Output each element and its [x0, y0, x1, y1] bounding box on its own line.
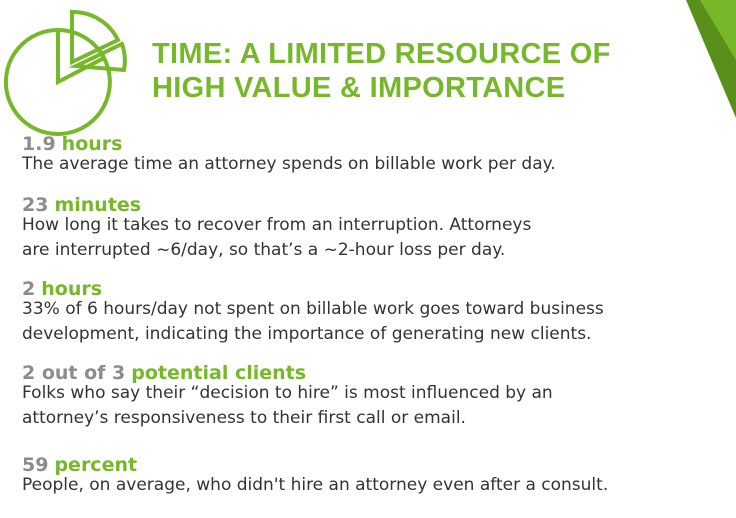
unit: percent — [54, 454, 138, 476]
description: How long it takes to recover from an int… — [22, 215, 532, 235]
item-heading: 1.9 hours — [22, 133, 122, 155]
figure: 59 — [22, 454, 49, 476]
unit: hours — [61, 133, 123, 155]
figure: 1.9 — [22, 133, 56, 155]
item-heading: 59 percent — [22, 454, 137, 476]
figure: 23 — [22, 194, 49, 216]
title-line: TIME: A LIMITED RESOURCE OF — [152, 38, 611, 70]
item-heading: 2 out of 3 potential clients — [22, 362, 306, 384]
unit: hours — [41, 278, 103, 300]
figure: 2 out of 3 — [22, 362, 126, 384]
unit: potential clients — [131, 362, 307, 384]
corner-triangle-light — [700, 0, 736, 60]
pie-icon — [3, 27, 112, 136]
pie-slice — [70, 9, 121, 66]
description: The average time an attorney spends on b… — [22, 154, 556, 174]
item-heading: 23 minutes — [22, 194, 141, 216]
description: 33% of 6 hours/day not spent on billable… — [22, 299, 604, 319]
title-line: HIGH VALUE & IMPORTANCE — [152, 72, 566, 104]
figure: 2 — [22, 278, 36, 300]
description: attorney’s responsiveness to their first… — [22, 408, 466, 428]
description: People, on average, who didn't hire an a… — [22, 475, 609, 495]
pie-slice — [68, 41, 127, 73]
description: are interrupted ~6/day, so that’s a ~2-h… — [22, 240, 506, 260]
description: Folks who say their “decision to hire” i… — [22, 383, 553, 403]
item-heading: 2 hours — [22, 278, 102, 300]
unit: minutes — [54, 194, 142, 216]
description: development, indicating the importance o… — [22, 324, 592, 344]
